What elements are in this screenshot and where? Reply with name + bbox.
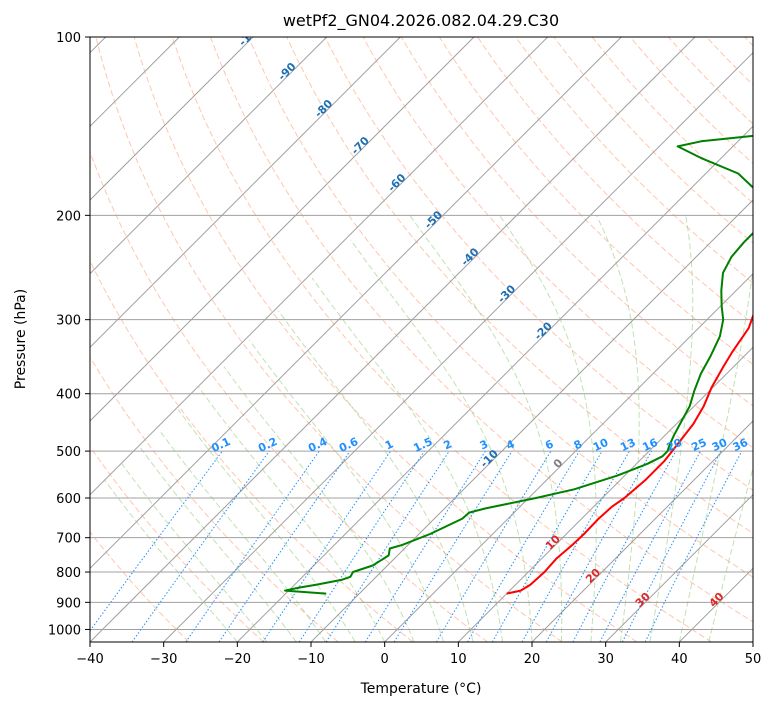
x-axis-label: Temperature (°C)	[360, 681, 482, 697]
mixing-ratio-line	[491, 450, 603, 642]
mixing-ratio-lines	[90, 450, 743, 642]
x-tick-label: 50	[745, 652, 762, 667]
y-tick-label: 100	[56, 31, 81, 46]
dry-adiabat	[90, 356, 339, 642]
mixing-ratio-label: 16	[640, 436, 660, 454]
x-tick-label: −20	[224, 652, 251, 667]
y-tick-label: 500	[56, 445, 81, 460]
mixing-ratio-line	[325, 450, 450, 642]
mixing-ratio-label: 10	[591, 436, 611, 454]
y-tick-label: 700	[56, 532, 81, 547]
mixing-ratio-line	[521, 450, 630, 642]
isotherm	[90, 37, 696, 642]
mixing-ratio-label: 13	[618, 436, 637, 454]
moist-adiabat	[223, 366, 415, 642]
y-axis-label: Pressure (hPa)	[13, 289, 29, 389]
profile-lines	[284, 134, 753, 595]
moist-adiabat	[104, 480, 238, 642]
dewpoint-profile	[284, 134, 753, 595]
dry-adiabat	[400, 37, 753, 407]
moist-adiabat	[409, 215, 563, 642]
x-tick-label: −30	[150, 652, 177, 667]
isotherm	[90, 37, 549, 496]
moist-adiabat	[708, 466, 753, 642]
moist-adiabat	[121, 463, 268, 642]
x-tick-label: 20	[524, 652, 541, 667]
moist-adiabat	[249, 340, 445, 642]
mixing-ratio-line	[599, 450, 701, 642]
y-tick-label: 800	[56, 566, 81, 581]
mixing-ratio-line	[572, 450, 677, 642]
moist-adiabat	[678, 265, 753, 642]
mixing-ratio-label: 25	[689, 436, 708, 454]
dry-adiabat	[515, 37, 753, 284]
moist-adiabat	[311, 277, 503, 642]
x-tick-label: −10	[297, 652, 324, 667]
dry-adiabat	[477, 37, 753, 325]
x-tick-label: 30	[597, 652, 614, 667]
dry-adiabat	[90, 531, 190, 642]
y-tick-label: 900	[56, 596, 81, 611]
moist-adiabat	[350, 239, 533, 642]
isotherm	[90, 37, 475, 422]
x-axis: −40 −30 −20 −10 0 10 20 30 40 50	[76, 642, 761, 667]
dry-adiabat	[591, 37, 753, 204]
isotherm	[90, 37, 622, 570]
y-tick-label: 200	[56, 209, 81, 224]
isotherm	[90, 37, 401, 349]
moist-adiabat	[596, 215, 640, 642]
isotherms	[90, 37, 753, 642]
moist-adiabat	[158, 429, 327, 642]
isotherm	[384, 272, 753, 642]
dry-adiabat	[133, 37, 638, 642]
mixing-ratio-line	[364, 450, 486, 642]
isotherm	[457, 346, 753, 642]
plot-frame	[89, 36, 754, 643]
x-tick-label: 0	[381, 652, 389, 667]
moist-adiabat	[649, 215, 694, 642]
isotherm	[531, 420, 753, 642]
mixing-ratio-label: 36	[731, 436, 751, 454]
mixing-ratio-line	[131, 450, 270, 642]
chart-title: wetPf2_GN04.2026.082.04.29.C30	[283, 11, 559, 31]
mixing-ratio-line	[621, 450, 722, 642]
moist-adiabat	[278, 310, 474, 642]
x-tick-label: −40	[76, 652, 103, 667]
mixing-ratio-line	[644, 450, 743, 642]
dry-adiabat	[286, 37, 753, 534]
mixing-ratio-line	[298, 450, 425, 642]
y-axis: 100 200 300 400 500 600 700 800 900 1000	[48, 31, 90, 638]
y-tick-label: 1000	[48, 623, 81, 638]
y-tick-label: 600	[56, 492, 81, 507]
mixing-ratio-line	[185, 450, 320, 642]
pressure-gridlines	[90, 37, 753, 630]
dry-adiabat	[248, 37, 753, 578]
x-tick-label: 40	[671, 652, 688, 667]
dry-adiabat	[95, 37, 563, 642]
isotherm	[163, 51, 753, 642]
mixing-ratio-line	[545, 450, 653, 642]
isotherm	[90, 37, 254, 201]
x-tick-label: 10	[450, 652, 467, 667]
isotherm	[90, 37, 328, 275]
dry-adiabat	[438, 37, 753, 365]
mixing-ratio-label: 30	[710, 436, 730, 454]
isotherm-label: -100	[236, 20, 265, 49]
mixing-ratio-label: 20	[665, 436, 685, 454]
dry-adiabat	[324, 37, 753, 491]
isotherm	[605, 493, 753, 642]
temperature-profile	[506, 312, 753, 595]
dry-adiabat	[90, 150, 488, 642]
mixing-ratio-line	[393, 450, 513, 642]
dry-adiabats	[90, 37, 753, 642]
dry-adiabat	[210, 37, 753, 623]
mixing-ratio-line	[218, 450, 351, 642]
y-tick-label: 400	[56, 388, 81, 403]
moist-adiabat	[499, 215, 597, 642]
mixing-ratio-line	[90, 450, 223, 632]
y-tick-label: 300	[56, 314, 81, 329]
dry-adiabat	[90, 259, 414, 642]
dry-adiabat	[553, 37, 753, 244]
